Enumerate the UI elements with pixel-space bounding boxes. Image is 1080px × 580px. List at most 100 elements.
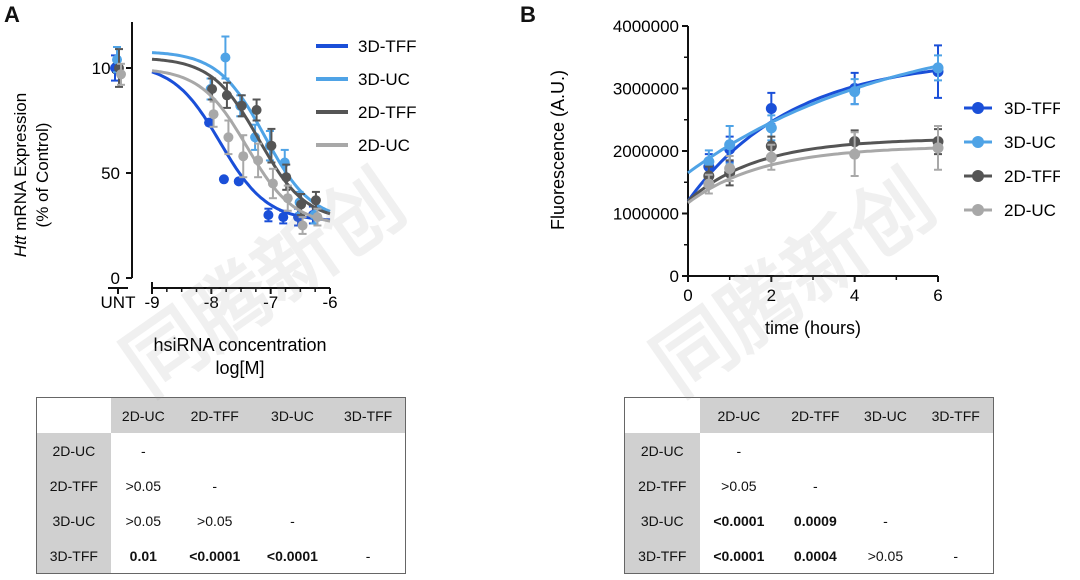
legend-swatch-dot-2D-TFF [972,170,984,182]
legend-swatch-dot-3D-TFF [972,102,984,114]
p-value-cell [852,433,918,468]
data-point-2D-UC [932,142,944,154]
data-point-3D-UC [279,157,290,168]
p-value-cell: <0.0001 [713,512,765,529]
data-point-2D-TFF [310,195,321,206]
row-header: 2D-UC [624,433,700,468]
column-header: 3D-TFF [918,397,994,433]
column-header: 2D-UC [699,397,779,433]
row-header: 3D-TFF [624,538,700,574]
row-header: 3D-UC [624,503,700,538]
y-axis-label: Fluorescence (A.U.) [548,70,568,230]
column-header: 3D-TFF [331,397,406,433]
p-value-cell: <0.0001 [713,547,765,564]
p-value-cell: 0.0004 [793,547,837,564]
table-corner [36,397,111,433]
p-value-cell: 0.0009 [793,512,837,529]
table-header-row: 2D-UC 2D-TFF 3D-UC 3D-TFF [624,397,994,433]
data-point-3D-TFF [278,212,289,223]
x-tick-label: -8 [204,293,219,312]
data-point-2D-TFF [221,90,232,101]
column-header: 2D-TFF [778,397,853,433]
chart-b-fluorescence-time: 0 1000000 2000000 3000000 4000000 0 2 4 6 Fluores… [548,17,1060,338]
data-point-2D-UC [297,220,308,231]
data-point-2D-UC [724,163,736,174]
p-value-cell [254,468,332,503]
table-row: 3D-TFF 0.01 <0.0001 <0.0001 - [36,538,406,574]
data-point-2D-TFF [207,84,218,94]
fit-curve-2D-UC [151,69,331,223]
data-point-2D-UC [238,151,249,162]
data-point-2D-UC [223,132,234,143]
y-tick-label: 0 [670,267,679,286]
p-value-cell: - [290,512,295,529]
x-tick-label: 2 [767,286,776,305]
y-tick-label: 2000000 [613,142,679,161]
column-header: 2D-TFF [175,397,254,433]
data-point-3D-TFF [233,176,244,187]
p-value-cell: - [812,477,818,494]
data-point-3D-UC [724,139,736,151]
x-tick-label: 0 [683,286,692,305]
legend-label-3D-UC: 3D-UC [358,70,410,89]
column-header: 3D-UC [852,397,919,433]
x-tick-label: 4 [850,286,859,305]
p-value-cell [778,433,852,468]
data-point-3D-UC [849,86,861,98]
data-point-unt-2D-UC [116,69,126,80]
data-point-2D-TFF [296,199,307,210]
data-point-2D-UC [267,178,278,189]
column-header: 2D-UC [110,397,176,433]
x-axis-label-2: log[M] [215,358,264,378]
data-point-3D-TFF [765,103,777,114]
y-axis-label: Htt mRNA Expression [11,93,30,257]
y-axis-label-2: (% of Control) [33,123,52,228]
table-row: 2D-TFF >0.05 - [36,468,406,503]
table-row: 2D-TFF >0.05 - [624,468,994,503]
p-value-cell: >0.05 [197,512,233,529]
x-tick-label: -9 [144,293,159,312]
legend-label-2D-TFF: 2D-TFF [1004,167,1060,186]
data-point-2D-TFF [266,140,277,151]
row-header: 3D-UC [36,503,111,538]
table-corner [624,397,700,433]
p-value-cell [918,503,993,538]
data-point-3D-TFF [204,117,215,128]
data-point-2D-UC [703,178,715,190]
legend-label-2D-UC: 2D-UC [1004,201,1056,220]
p-value-cell [331,433,405,468]
legend-label-2D-TFF: 2D-TFF [358,103,417,122]
p-value-cell [331,468,405,503]
p-value-cell: >0.05 [867,547,904,564]
data-point-2D-UC [208,109,219,120]
x-tick-label: 6 [933,286,942,305]
legend-swatch-dot-3D-UC [972,136,984,148]
p-value-cell [331,503,405,538]
y-tick-label: 50 [101,164,120,183]
data-point-2D-TFF [281,172,292,183]
row-header: 3D-TFF [36,538,111,574]
y-tick-label: 4000000 [613,17,679,36]
table-row: 3D-UC <0.0001 0.0009 - [624,503,994,538]
data-point-2D-UC [765,151,777,163]
data-point-2D-UC [282,193,293,204]
data-point-3D-TFF [218,174,229,185]
y-tick-label: 3000000 [613,80,679,99]
p-value-cell [254,433,332,468]
panel-label-a: A [4,2,20,27]
p-value-cell: >0.05 [125,477,162,494]
p-value-cell: <0.0001 [189,547,241,564]
p-value-cell: 0.01 [129,547,157,564]
p-value-cell: - [365,547,371,564]
x-tick-label-unt: UNT [101,293,136,312]
p-value-cell: - [140,442,146,459]
p-value-cell: - [736,442,742,459]
legend-label-3D-TFF: 3D-TFF [1004,99,1060,118]
panel-label-b: B [520,2,536,27]
y-tick-label: 0 [111,269,120,288]
x-tick-label: -6 [322,293,337,312]
data-point-3D-UC [932,62,944,74]
table-header-row: 2D-UC 2D-TFF 3D-UC 3D-TFF [36,397,406,433]
x-axis-label: time (hours) [765,318,861,338]
